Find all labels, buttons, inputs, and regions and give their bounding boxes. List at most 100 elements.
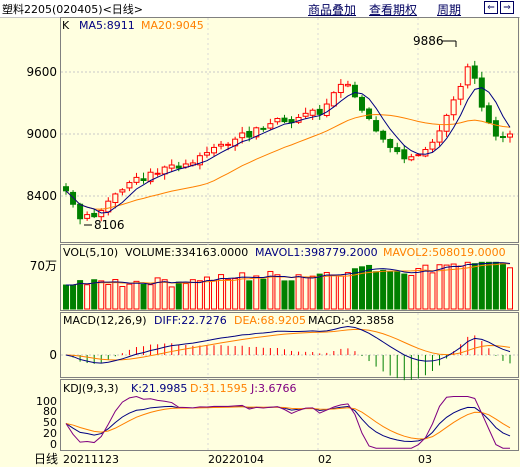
candle-body [344,83,351,87]
low-annotation: 8106 [84,218,125,232]
candle-body [147,171,154,183]
volume-bar [161,279,168,310]
candle-body [366,108,373,120]
volume-bar [401,273,408,310]
candle-body [507,133,513,138]
volume-bar [337,275,344,310]
volume-bar [316,273,323,310]
volume-bar [422,264,429,310]
candle-body [373,120,380,132]
candle-body [401,149,408,160]
candle-body [140,178,147,182]
x-label-2: 02 [318,453,332,466]
volume-bar [359,266,365,310]
volume-bar [274,274,281,310]
kdj-tick-50: 50 [43,416,57,429]
volume-bar [450,263,457,310]
candle-body [225,143,232,146]
volume-bar [239,272,246,310]
volume-bar [309,275,316,310]
candle-body [154,172,161,175]
x-label-3: 03 [418,453,432,466]
volume-bar [492,261,499,310]
x-axis-unit: 日线 [34,452,58,466]
period-link[interactable]: 周期 [437,3,462,17]
candle-body [218,143,225,147]
volume-bar [323,271,330,310]
candle-body [359,96,365,111]
candle-body [175,165,182,169]
volume-bar [133,280,140,310]
volume-bar [91,279,98,310]
candle-body [112,193,119,204]
candle-body [246,130,253,138]
candle-body [161,166,168,175]
candle-body [436,130,443,143]
macd-legend-prefix: MACD(12,26,9) [63,314,147,327]
volume-bar [253,275,260,310]
volume-bar [196,280,203,310]
next-arrow-button[interactable]: ⇒ [500,1,514,14]
candle-body [471,65,478,79]
candle-body [408,156,415,161]
kdj-tick-0: 0 [50,438,57,451]
candle-body [274,118,281,123]
volume-bar [436,264,443,310]
kdj-legend-prefix: KDJ(9,3,3) [63,382,119,395]
volume-bar [182,283,189,310]
ma5-line [65,87,511,214]
candle-body [351,84,358,98]
ma20-legend: MA20:9045 [141,19,204,32]
candle-body [464,66,471,86]
vol-legend-prefix: VOL(5,10) [63,246,118,259]
volume-bar [295,274,302,310]
dea-line [65,328,511,361]
volume-bar [84,284,91,310]
volume-bar [203,276,210,310]
volume-bar [288,280,295,310]
high-annotation: 9886 [413,34,457,48]
candle-body [91,212,98,218]
stock-chart[interactable]: K MA5:8911 MA20:9045 9600 9000 8400 9886… [0,17,520,467]
volume-bar [218,274,225,310]
volume-bars [63,261,513,310]
instrument-title: 塑料2205(020405)<日线> [2,3,144,16]
volume-bar [366,264,373,310]
candle-body [478,77,485,108]
j-line [65,395,510,449]
view-options-link[interactable]: 查看期权 [369,3,418,17]
main-gridlines [61,71,518,356]
volume-bar [471,263,478,310]
candle-body [281,117,288,123]
volume-bar [211,279,217,310]
overlay-commodity-link[interactable]: 商品叠加 [308,3,357,17]
mavol1-legend: MAVOL1:398779.2000 [255,246,378,259]
volume-bar [232,278,239,310]
macd-zero-tick: 0 [49,348,57,362]
volume-y-tick: 70万 [30,259,57,273]
candle-body [499,136,506,139]
y-tick-9000: 9000 [26,127,57,141]
volume-bar [189,279,196,310]
volume-bar [380,269,387,310]
title-bar: 塑料2205(020405)<日线> 商品叠加 查看期权 周期 ⇐ ⇒ [0,0,520,18]
candlestick-series [63,60,513,225]
candle-body [133,176,140,183]
d-line [65,406,511,440]
volume-bar [415,268,422,310]
volume-bar [394,271,401,310]
candle-body [302,112,309,117]
y-tick-9600: 9600 [26,65,57,79]
volume-bar [351,268,358,310]
k-line [65,405,511,443]
ma5-legend: MA5:8911 [79,19,135,32]
candle-body [77,203,84,220]
candle-body [267,123,274,129]
volume-bar [77,280,84,310]
volume-bar [119,285,126,310]
candle-body [119,189,126,193]
volume-legend: VOLUME:334163.0000 [125,246,248,259]
candle-body [443,114,450,132]
d-legend: D:31.1595 [190,382,248,395]
prev-arrow-button[interactable]: ⇐ [484,1,498,14]
